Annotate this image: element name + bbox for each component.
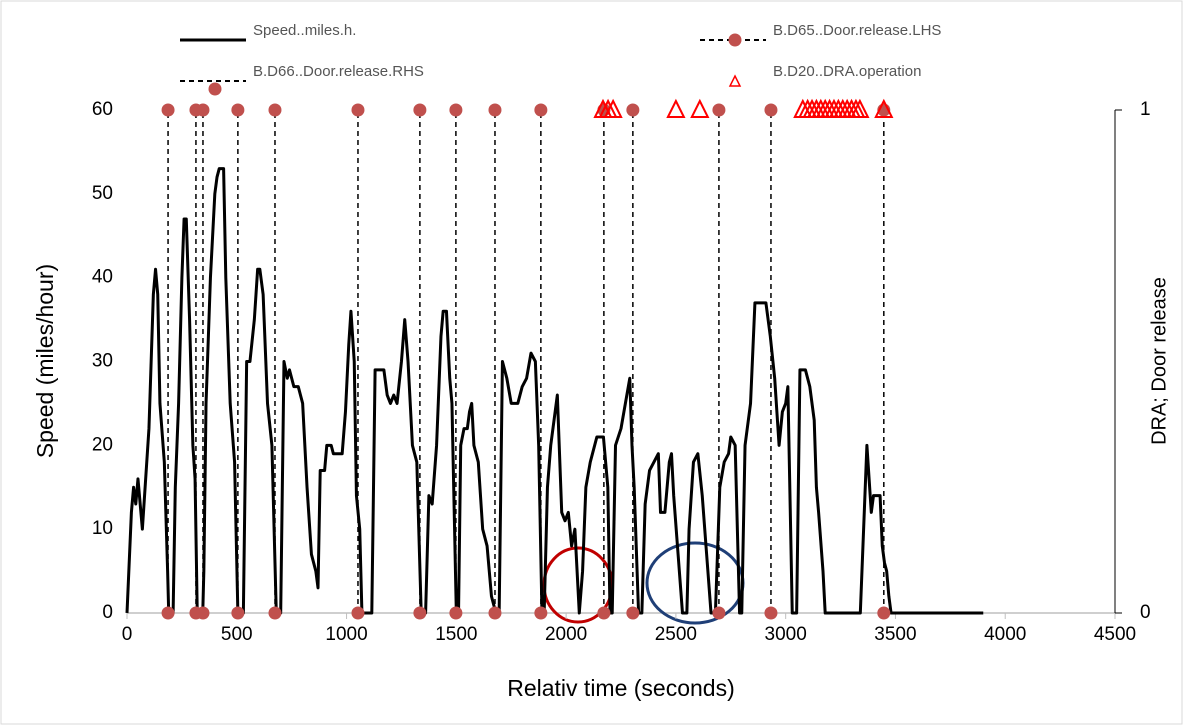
y-tick-label: 20 bbox=[92, 434, 113, 455]
marker bbox=[161, 103, 175, 117]
y-tick-label: 0 bbox=[102, 602, 113, 623]
marker bbox=[268, 103, 282, 117]
y-tick-label: 60 bbox=[92, 99, 113, 120]
marker bbox=[351, 103, 365, 117]
marker bbox=[231, 606, 245, 620]
legend-label: Speed..miles.h. bbox=[253, 22, 356, 39]
marker bbox=[690, 98, 710, 118]
y2-tick-label: 1 bbox=[1140, 99, 1151, 120]
x-tick-label: 500 bbox=[221, 624, 253, 645]
x-axis-label: Relativ time (seconds) bbox=[507, 675, 735, 701]
x-tick-label: 1000 bbox=[325, 624, 367, 645]
legend-label: B.D66..Door.release.RHS bbox=[253, 63, 424, 80]
x-tick-label: 1500 bbox=[435, 624, 477, 645]
speed-line bbox=[125, 167, 984, 615]
y-tick-label: 30 bbox=[92, 351, 113, 372]
marker bbox=[196, 606, 210, 620]
marker bbox=[534, 103, 548, 117]
marker bbox=[712, 103, 726, 117]
marker bbox=[413, 606, 427, 620]
marker bbox=[413, 103, 427, 117]
y2-tick-label: 0 bbox=[1140, 602, 1151, 623]
legend-marker bbox=[728, 74, 742, 87]
marker bbox=[764, 103, 778, 117]
marker bbox=[449, 103, 463, 117]
x-tick-label: 4000 bbox=[984, 624, 1026, 645]
y-tick-label: 50 bbox=[92, 183, 113, 204]
marker bbox=[196, 103, 210, 117]
marker bbox=[603, 98, 623, 118]
marker bbox=[764, 606, 778, 620]
x-tick-label: 0 bbox=[122, 624, 133, 645]
marker bbox=[488, 103, 502, 117]
marker bbox=[712, 606, 726, 620]
marker bbox=[351, 606, 365, 620]
x-tick-label: 3000 bbox=[765, 624, 807, 645]
x-tick-label: 3500 bbox=[874, 624, 916, 645]
marker bbox=[534, 606, 548, 620]
y2-axis-label: DRA; Door release bbox=[1148, 277, 1170, 445]
y-tick-label: 10 bbox=[92, 518, 113, 539]
y-axis-label: Speed (miles/hour) bbox=[32, 264, 58, 458]
marker bbox=[488, 606, 502, 620]
marker bbox=[268, 606, 282, 620]
marker bbox=[850, 98, 870, 118]
x-tick-label: 2500 bbox=[655, 624, 697, 645]
marker bbox=[161, 606, 175, 620]
marker bbox=[626, 103, 640, 117]
marker bbox=[874, 98, 894, 118]
marker bbox=[877, 606, 891, 620]
marker bbox=[597, 606, 611, 620]
marker bbox=[231, 103, 245, 117]
legend-marker bbox=[728, 33, 742, 47]
x-tick-label: 2000 bbox=[545, 624, 587, 645]
marker bbox=[626, 606, 640, 620]
legend-marker bbox=[208, 82, 222, 96]
legend-label: B.D20..DRA.operation bbox=[773, 63, 921, 80]
legend-label: B.D65..Door.release.LHS bbox=[773, 22, 941, 39]
y-tick-label: 40 bbox=[92, 267, 113, 288]
x-tick-label: 4500 bbox=[1094, 624, 1136, 645]
marker bbox=[449, 606, 463, 620]
marker bbox=[666, 98, 686, 118]
